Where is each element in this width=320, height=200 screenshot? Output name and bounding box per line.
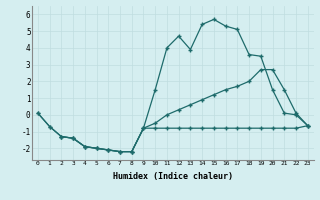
X-axis label: Humidex (Indice chaleur): Humidex (Indice chaleur) xyxy=(113,172,233,181)
